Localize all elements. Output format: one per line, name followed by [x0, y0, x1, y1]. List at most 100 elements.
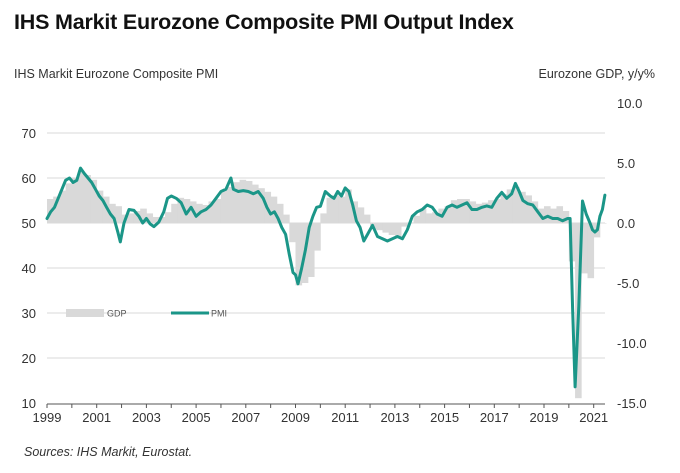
right-tick-label: -10.0 [617, 336, 647, 351]
x-tick-label: 2019 [530, 410, 559, 425]
right-tick-label: 10.0 [617, 96, 642, 111]
gdp-bar [146, 213, 154, 223]
gdp-bar [494, 199, 501, 223]
gdp-bar [307, 223, 315, 277]
gdp-bar [550, 208, 557, 223]
gdp-bar [53, 196, 60, 223]
gdp-bar [252, 184, 259, 223]
gdp-bar [506, 189, 514, 223]
x-tick-label: 2005 [182, 410, 211, 425]
right-tick-label: 5.0 [617, 156, 635, 171]
legend-gdp-label: GDP [107, 309, 127, 319]
left-tick-label: 70 [22, 126, 36, 141]
gdp-bar [245, 181, 253, 223]
gdp-bar [562, 211, 570, 223]
left-tick-label: 30 [22, 306, 36, 321]
gdp-bar [332, 195, 340, 223]
gdp-bar [227, 187, 234, 223]
gdp-bar [469, 201, 477, 223]
gdp-bar [382, 223, 390, 233]
right-tick-label: -15.0 [617, 396, 647, 411]
gdp-bar [314, 223, 321, 251]
chart-title: IHS Markit Eurozone Composite PMI Output… [14, 10, 514, 34]
right-tick-label: 0.0 [617, 216, 635, 231]
gdp-bar [394, 223, 402, 238]
left-tick-label: 40 [22, 261, 36, 276]
gdp-bar [457, 199, 464, 223]
gdp-bar [363, 214, 371, 223]
gdp-bar [96, 190, 104, 223]
gdp-bar [401, 223, 408, 227]
right-tick-label: -5.0 [617, 276, 639, 291]
gdp-bar [289, 223, 296, 243]
legend-gdp-swatch [66, 309, 104, 317]
x-tick-label: 2015 [430, 410, 459, 425]
pmi-line [45, 166, 607, 389]
gdp-bar [239, 179, 247, 223]
left-tick-label: 20 [22, 351, 36, 366]
gdp-bar [208, 201, 216, 223]
gdp-bar [109, 203, 116, 223]
gdp-bar [544, 206, 551, 223]
gdp-bar [214, 199, 222, 223]
x-tick-label: 1999 [33, 410, 62, 425]
gdp-bar [419, 208, 427, 223]
legend-pmi-label: PMI [211, 309, 227, 319]
left-tick-label: 60 [22, 171, 36, 186]
gdp-bar [140, 208, 147, 223]
gdp-bar [78, 171, 85, 223]
gdp-bar [90, 179, 98, 223]
gdp-bar [599, 223, 607, 224]
x-tick-label: 2013 [380, 410, 409, 425]
gdp-bar [345, 189, 352, 223]
source-note: Sources: IHS Markit, Eurostat. [24, 445, 193, 459]
gdp-bar [158, 217, 166, 223]
x-tick-label: 2017 [480, 410, 509, 425]
left-tick-label: 10 [22, 396, 36, 411]
gdp-bar [425, 213, 433, 223]
gdp-bar [444, 206, 452, 223]
gdp-bar [270, 196, 278, 223]
left-tick-label: 50 [22, 216, 36, 231]
gdp-bar [432, 212, 439, 223]
gdp-bar [587, 223, 595, 279]
gdp-bar [463, 199, 470, 223]
legend: GDP PMI [66, 309, 227, 319]
x-tick-label: 2001 [82, 410, 111, 425]
gdp-bar [488, 200, 495, 223]
gdp-bar [258, 188, 265, 223]
x-tick-label: 2007 [231, 410, 260, 425]
gdp-bar [84, 175, 91, 223]
x-tick-label: 2003 [132, 410, 161, 425]
gdp-bar [276, 203, 284, 223]
gdp-bar [133, 211, 141, 223]
gdp-bar [500, 194, 508, 223]
gdp-bar [450, 200, 458, 223]
gdp-bar [320, 213, 327, 223]
left-axis-label: IHS Markit Eurozone Composite PMI [14, 67, 219, 81]
gdp-bar [202, 205, 209, 223]
gdp-bar [165, 212, 172, 223]
x-tick-label: 2011 [331, 410, 359, 425]
gdp-bar [127, 213, 135, 223]
gdp-bar [283, 214, 290, 223]
gdp-bar [525, 195, 532, 223]
gdp-bar [326, 197, 334, 223]
gridlines [47, 132, 605, 359]
gdp-bar [357, 207, 365, 223]
gdp-bar [171, 203, 178, 223]
gdp-bar [152, 217, 160, 223]
gdp-bar [556, 206, 564, 223]
gdp-bar [115, 206, 122, 223]
gdp-bar [481, 202, 489, 223]
gdp-bar [475, 203, 483, 223]
pmi-series [45, 166, 607, 389]
gdp-bar [59, 190, 67, 223]
gdp-bar [531, 201, 539, 223]
gdp-bar [512, 187, 520, 223]
gdp-bar [295, 223, 303, 286]
gdp-bar [338, 196, 346, 223]
gdp-bar [519, 191, 526, 223]
axes: 70 60 50 40 30 20 10 10.0 5.0 0.0 -5.0 -10.0 -15.0 19… [22, 96, 647, 425]
